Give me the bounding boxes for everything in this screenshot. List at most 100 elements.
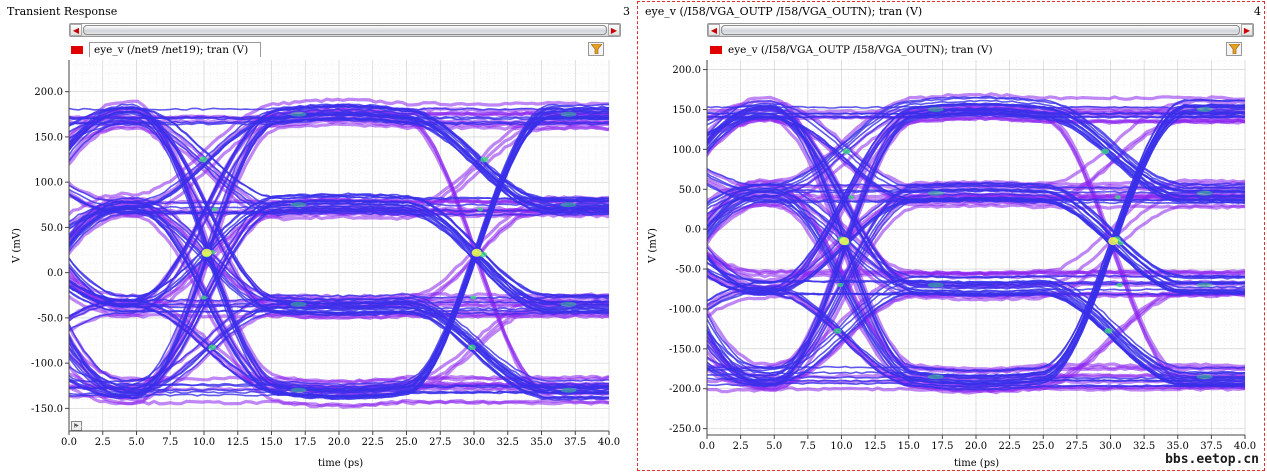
trace (69, 293, 609, 383)
level-hot-spot (290, 387, 307, 393)
level-hot-spot (1196, 106, 1213, 112)
trace (69, 113, 609, 397)
y-tick-label: 200.0 (34, 87, 63, 98)
level-hot-spot (290, 301, 307, 307)
trace (69, 119, 609, 126)
trace-group (707, 92, 1245, 395)
x-tick-label: 35.0 (530, 437, 552, 448)
panel-title: eye_v (/I58/VGA_OUTP /I58/VGA_OUTN); tra… (645, 5, 923, 18)
trace (707, 113, 1245, 384)
crossing-hot-spot (467, 344, 476, 351)
crossing-hot-spot (842, 148, 851, 155)
horizontal-scrollbar[interactable]: ◀ ▶ (69, 23, 621, 37)
trace-halo (69, 107, 609, 323)
trace-halo (69, 107, 609, 392)
trace (69, 115, 609, 398)
trace (707, 196, 1245, 293)
y-tick-label: -100.0 (669, 304, 701, 315)
trace (69, 111, 609, 390)
level-hot-spot (560, 301, 577, 307)
crossing-hot-spot (1101, 148, 1110, 155)
filter-funnel-icon[interactable] (588, 42, 604, 56)
y-tick-label: 0.0 (47, 268, 63, 279)
x-tick-label: 7.5 (800, 441, 816, 452)
trace (69, 284, 609, 393)
crossing-center (1108, 237, 1119, 246)
crossing-hot-spot (477, 207, 484, 212)
x-tick-label: 25.0 (1032, 441, 1054, 452)
trace (69, 109, 609, 393)
x-tick-label: 10.0 (193, 437, 215, 448)
y-tick-label: -150.0 (31, 404, 63, 415)
y-tick-label: 50.0 (679, 185, 701, 196)
trace (69, 116, 609, 400)
trace-halo (707, 110, 1245, 387)
y-tick-label: -200.0 (669, 384, 701, 395)
trace-halo (69, 294, 609, 321)
trace-halo (69, 99, 609, 384)
x-tick-label: 30.0 (1099, 441, 1121, 452)
crossing-hot-spot (211, 207, 218, 212)
trace (707, 103, 1245, 377)
trace (69, 105, 609, 223)
arrow-left-icon[interactable]: ◀ (708, 24, 720, 36)
crossing-hot-spot (200, 295, 207, 300)
trace (707, 109, 1245, 384)
x-tick-label: 32.5 (1133, 441, 1155, 452)
trace (69, 116, 609, 400)
trace (707, 103, 1245, 378)
level-hot-spot (560, 387, 577, 393)
x-axis-label: time (ps) (954, 458, 1000, 469)
crossing-hot-spot (833, 328, 842, 334)
trace (707, 107, 1245, 378)
trace-halo (69, 115, 609, 401)
arrow-left-icon[interactable]: ◀ (70, 24, 82, 36)
y-tick-label: 50.0 (41, 223, 63, 234)
trace (707, 98, 1245, 372)
trace-halo (69, 111, 609, 397)
crossing-hot-spot (470, 295, 477, 300)
x-tick-label: 12.5 (864, 441, 886, 452)
x-tick-label: 5.0 (766, 441, 782, 452)
trace (707, 113, 1245, 387)
trace (707, 274, 1245, 370)
x-tick-label: 2.5 (95, 437, 111, 448)
scroll-thumb[interactable] (83, 25, 607, 35)
trace (707, 114, 1245, 388)
trace (707, 274, 1245, 391)
scroll-thumb[interactable] (721, 25, 1240, 35)
trace (69, 117, 609, 401)
horizontal-scrollbar[interactable]: ◀ ▶ (707, 23, 1254, 37)
crossing-hot-spot (199, 156, 208, 163)
trace (707, 107, 1245, 194)
trace (707, 108, 1245, 116)
y-tick-label: -250.0 (669, 424, 701, 435)
trace-halo (69, 97, 609, 217)
hot-spots (833, 106, 1213, 380)
trace (69, 110, 609, 390)
trace (69, 305, 609, 395)
hot-spots (199, 111, 577, 393)
x-tick-label: 37.5 (564, 437, 586, 448)
trace (69, 193, 609, 298)
trace (69, 110, 609, 390)
panel-number: 3 (623, 5, 630, 18)
trace-halo (69, 114, 609, 400)
arrow-right-icon[interactable]: ▶ (608, 24, 620, 36)
legend[interactable]: eye_v (/I58/VGA_OUTP /I58/VGA_OUTN); tra… (710, 44, 993, 60)
trace (69, 117, 609, 401)
crossing-hot-spot (848, 195, 855, 200)
trace (707, 99, 1245, 207)
filter-funnel-icon[interactable] (1226, 42, 1242, 56)
trace (707, 105, 1245, 379)
legend[interactable]: eye_v (/net9 /net19); tran (V) (71, 42, 262, 60)
trace (707, 184, 1245, 296)
trace (707, 103, 1245, 378)
level-hot-spot (927, 374, 944, 380)
arrow-right-icon[interactable]: ▶ (1241, 24, 1253, 36)
level-hot-spot (927, 282, 944, 288)
trace-halo (707, 105, 1245, 382)
x-tick-label: 15.0 (260, 437, 282, 448)
trace (69, 121, 609, 401)
x-tick-label: 37.5 (1200, 441, 1222, 452)
